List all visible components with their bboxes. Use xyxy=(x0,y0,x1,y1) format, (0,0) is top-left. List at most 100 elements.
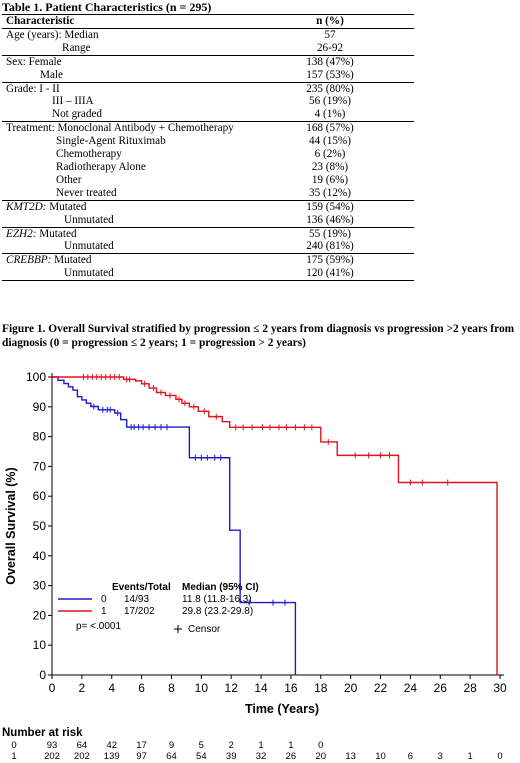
censor-mark xyxy=(126,376,133,383)
risk-count: 39 xyxy=(226,751,237,762)
legend-header-events: Events/Total xyxy=(112,582,171,593)
row-label: III – IIIA xyxy=(52,95,94,108)
legend-median: 11.8 (11.8-16.3) xyxy=(182,594,252,605)
x-tick-label: 18 xyxy=(314,681,328,695)
risk-count: 10 xyxy=(375,751,386,762)
risk-count: 9 xyxy=(169,740,174,751)
censor-mark xyxy=(211,454,218,461)
risk-count: 17 xyxy=(136,740,147,751)
y-tick-label: 80 xyxy=(33,430,47,444)
y-tick-label: 90 xyxy=(33,400,47,414)
row-label: Single-Agent Rituximab xyxy=(56,135,166,148)
risk-count: 64 xyxy=(166,751,177,762)
censor-mark xyxy=(217,454,224,461)
censor-mark xyxy=(146,424,153,431)
x-tick-label: 14 xyxy=(254,681,268,695)
row-value: 56 (19%) xyxy=(309,95,351,108)
row-label: Radiotherapy Alone xyxy=(56,160,146,173)
x-axis-label: Time (Years) xyxy=(245,702,319,716)
x-tick-label: 10 xyxy=(195,681,209,695)
table-row: Sex: Female 138 (47%) xyxy=(2,54,414,69)
gene-status: Mutated xyxy=(36,227,77,240)
figure-title: Figure 1. Overall Survival stratified by… xyxy=(2,323,515,349)
x-tick-label: 24 xyxy=(404,681,418,695)
row-label: CREBBP: Mutated xyxy=(2,253,246,268)
table-row: KMT2D: Mutated 159 (54%) xyxy=(2,199,414,214)
censor-symbol-icon xyxy=(174,625,182,633)
x-tick-label: 12 xyxy=(225,681,239,695)
risk-count: 26 xyxy=(286,751,297,762)
y-tick-label: 0 xyxy=(39,668,46,682)
censor-mark xyxy=(204,454,211,461)
y-tick-label: 10 xyxy=(33,638,47,652)
censor-mark xyxy=(301,424,308,431)
risk-count: 54 xyxy=(196,751,207,762)
censor-mark xyxy=(150,385,157,392)
risk-count: 97 xyxy=(136,751,147,762)
censor-mark xyxy=(116,374,123,380)
risk-table-group: 0 xyxy=(11,740,16,751)
row-label: Grade: I - II xyxy=(2,81,246,96)
censor-mark xyxy=(107,406,114,413)
row-value: 35 (12%) xyxy=(309,186,351,199)
row-value: 23 (8%) xyxy=(311,160,349,173)
risk-count: 13 xyxy=(345,751,356,762)
row-value: 26-92 xyxy=(316,41,344,54)
row-value: 57 xyxy=(246,27,414,42)
row-label: Other xyxy=(56,173,82,186)
table-row: Never treated 35 (12%) xyxy=(2,187,414,200)
legend-group: 0 xyxy=(101,594,107,605)
censor-mark xyxy=(163,424,170,431)
censor-mark xyxy=(275,424,282,431)
censor-mark xyxy=(249,424,256,431)
censor-mark xyxy=(158,389,165,396)
row-label: Unmutated xyxy=(64,240,114,253)
x-tick-label: 6 xyxy=(138,681,145,695)
table-row: III – IIIA 56 (19%) xyxy=(2,95,414,108)
gene-status: Mutated xyxy=(46,200,87,213)
risk-count: 6 xyxy=(408,751,413,762)
censor-mark xyxy=(283,424,290,431)
gene-name: CREBBP: xyxy=(6,254,52,267)
risk-count: 1 xyxy=(288,740,293,751)
table-row: Radiotherapy Alone 23 (8%) xyxy=(2,161,414,174)
risk-count: 64 xyxy=(77,740,88,751)
censor-mark xyxy=(259,424,266,431)
censor-mark xyxy=(267,424,274,431)
row-value: 157 (53%) xyxy=(306,68,354,81)
row-label: Age (years): Median xyxy=(2,27,246,42)
row-label: Unmutated xyxy=(64,213,114,226)
censor-mark xyxy=(232,424,239,431)
risk-count: 3 xyxy=(438,751,443,762)
row-value: 168 (57%) xyxy=(246,121,414,136)
risk-count: 139 xyxy=(104,751,120,762)
censor-mark xyxy=(352,452,359,459)
row-label: Treatment: Monoclonal Antibody + Chemoth… xyxy=(2,121,246,136)
row-value: 4 (1%) xyxy=(314,108,346,121)
row-value: 175 (59%) xyxy=(246,253,414,268)
risk-count: 202 xyxy=(44,751,60,762)
y-tick-label: 40 xyxy=(33,549,47,563)
table-row: CREBBP: Mutated 175 (59%) xyxy=(2,253,414,268)
censor-mark xyxy=(141,380,148,387)
risk-count: 202 xyxy=(74,751,90,762)
column-header-n-percent: n (%) xyxy=(246,14,414,29)
censor-mark xyxy=(90,403,97,410)
censor-mark xyxy=(308,424,315,431)
censor-mark xyxy=(114,410,121,417)
table-row: Unmutated 120 (41%) xyxy=(2,267,414,280)
row-value: 120 (41%) xyxy=(306,267,354,280)
legend-group: 1 xyxy=(101,606,107,617)
row-label: Range xyxy=(62,41,91,54)
row-label: Sex: Female xyxy=(2,54,246,69)
x-tick-label: 26 xyxy=(434,681,448,695)
table-row: Single-Agent Rituximab 44 (15%) xyxy=(2,135,414,148)
table-row: Other 19 (6%) xyxy=(2,174,414,187)
legend-censor-label: Censor xyxy=(188,624,221,635)
row-value: 159 (54%) xyxy=(246,199,414,214)
row-label: Male xyxy=(40,68,63,81)
risk-count: 42 xyxy=(106,740,117,751)
y-axis-label: Overall Survival (%) xyxy=(4,467,18,584)
table-row: Male 157 (53%) xyxy=(2,69,414,82)
censor-mark xyxy=(190,403,197,410)
